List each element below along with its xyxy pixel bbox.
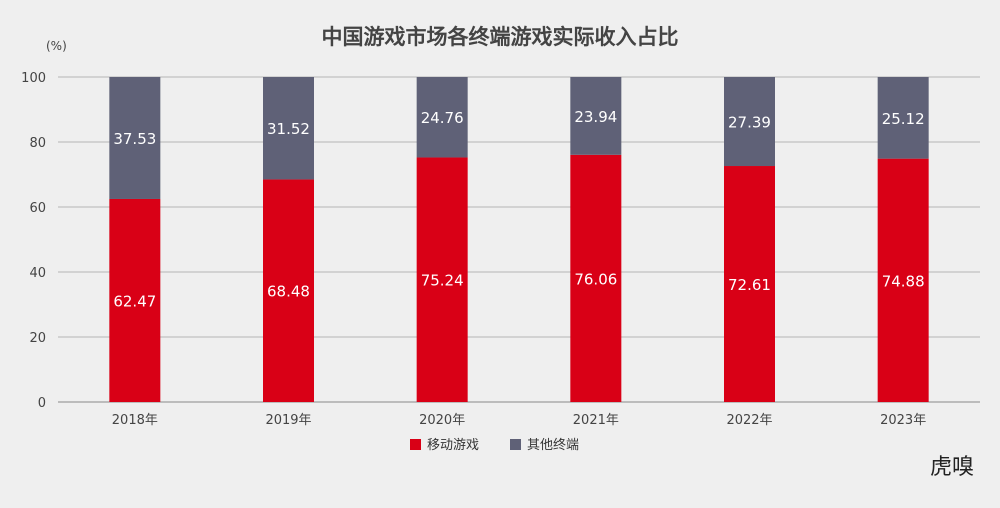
legend: 移动游戏 其他终端: [410, 437, 579, 453]
data-label: 24.76: [421, 109, 464, 127]
chart-title: 中国游戏市场各终端游戏实际收入占比: [322, 25, 679, 49]
bar-other-platforms: [263, 77, 314, 180]
y-tick-label: 20: [29, 331, 46, 346]
data-label: 62.47: [113, 292, 156, 310]
bar-other-platforms: [877, 77, 929, 159]
bar-mobile-games: [416, 157, 468, 402]
data-label: 25.12: [882, 110, 925, 128]
data-label: 37.53: [113, 130, 156, 148]
data-label: 31.52: [267, 120, 310, 138]
bar-other-platforms: [109, 77, 161, 199]
legend-swatch: [410, 439, 421, 450]
y-tick-label: 0: [38, 396, 46, 411]
grid-lines: [58, 76, 980, 403]
bar-mobile-games: [877, 158, 929, 402]
data-label: 75.24: [421, 272, 464, 290]
data-label: 68.48: [267, 283, 310, 301]
bar-mobile-games: [263, 179, 314, 402]
y-tick-label: 60: [29, 201, 46, 216]
bar-other-platforms: [416, 77, 468, 158]
data-label: 76.06: [574, 270, 617, 288]
y-tick-label: 80: [29, 136, 46, 151]
x-tick-label: 2018年: [112, 413, 158, 428]
bar-other-platforms: [570, 77, 622, 155]
x-axis-ticks: 2018年 2019年 2020年 2021年 2022年 2023年: [112, 413, 926, 428]
bars: 62.47 37.53 68.48 31.52 75.24 24.76 76.06 23.94…: [109, 77, 929, 402]
data-label: 74.88: [882, 272, 925, 290]
data-label: 72.61: [728, 276, 771, 294]
y-tick-label: 40: [29, 266, 46, 281]
y-axis-unit: (%): [46, 39, 67, 53]
legend-label: 其他终端: [527, 437, 579, 453]
legend-swatch: [510, 439, 521, 450]
x-tick-label: 2022年: [726, 413, 772, 428]
x-tick-label: 2023年: [880, 413, 926, 428]
y-tick-label: 100: [21, 71, 46, 86]
x-tick-label: 2020年: [419, 413, 465, 428]
bar-mobile-games: [109, 198, 161, 402]
bar-other-platforms: [724, 77, 775, 167]
watermark-text: 虎嗅: [930, 455, 974, 480]
data-label: 27.39: [728, 114, 771, 132]
x-tick-label: 2019年: [265, 413, 311, 428]
data-label: 23.94: [574, 108, 617, 126]
bar-mobile-games: [570, 154, 622, 402]
x-tick-label: 2021年: [573, 413, 619, 428]
y-axis-ticks: 0 20 40 60 80 100: [21, 71, 46, 411]
bar-mobile-games: [724, 166, 775, 402]
legend-label: 移动游戏: [427, 438, 479, 453]
watermark-logo: 虎嗅: [930, 455, 974, 480]
